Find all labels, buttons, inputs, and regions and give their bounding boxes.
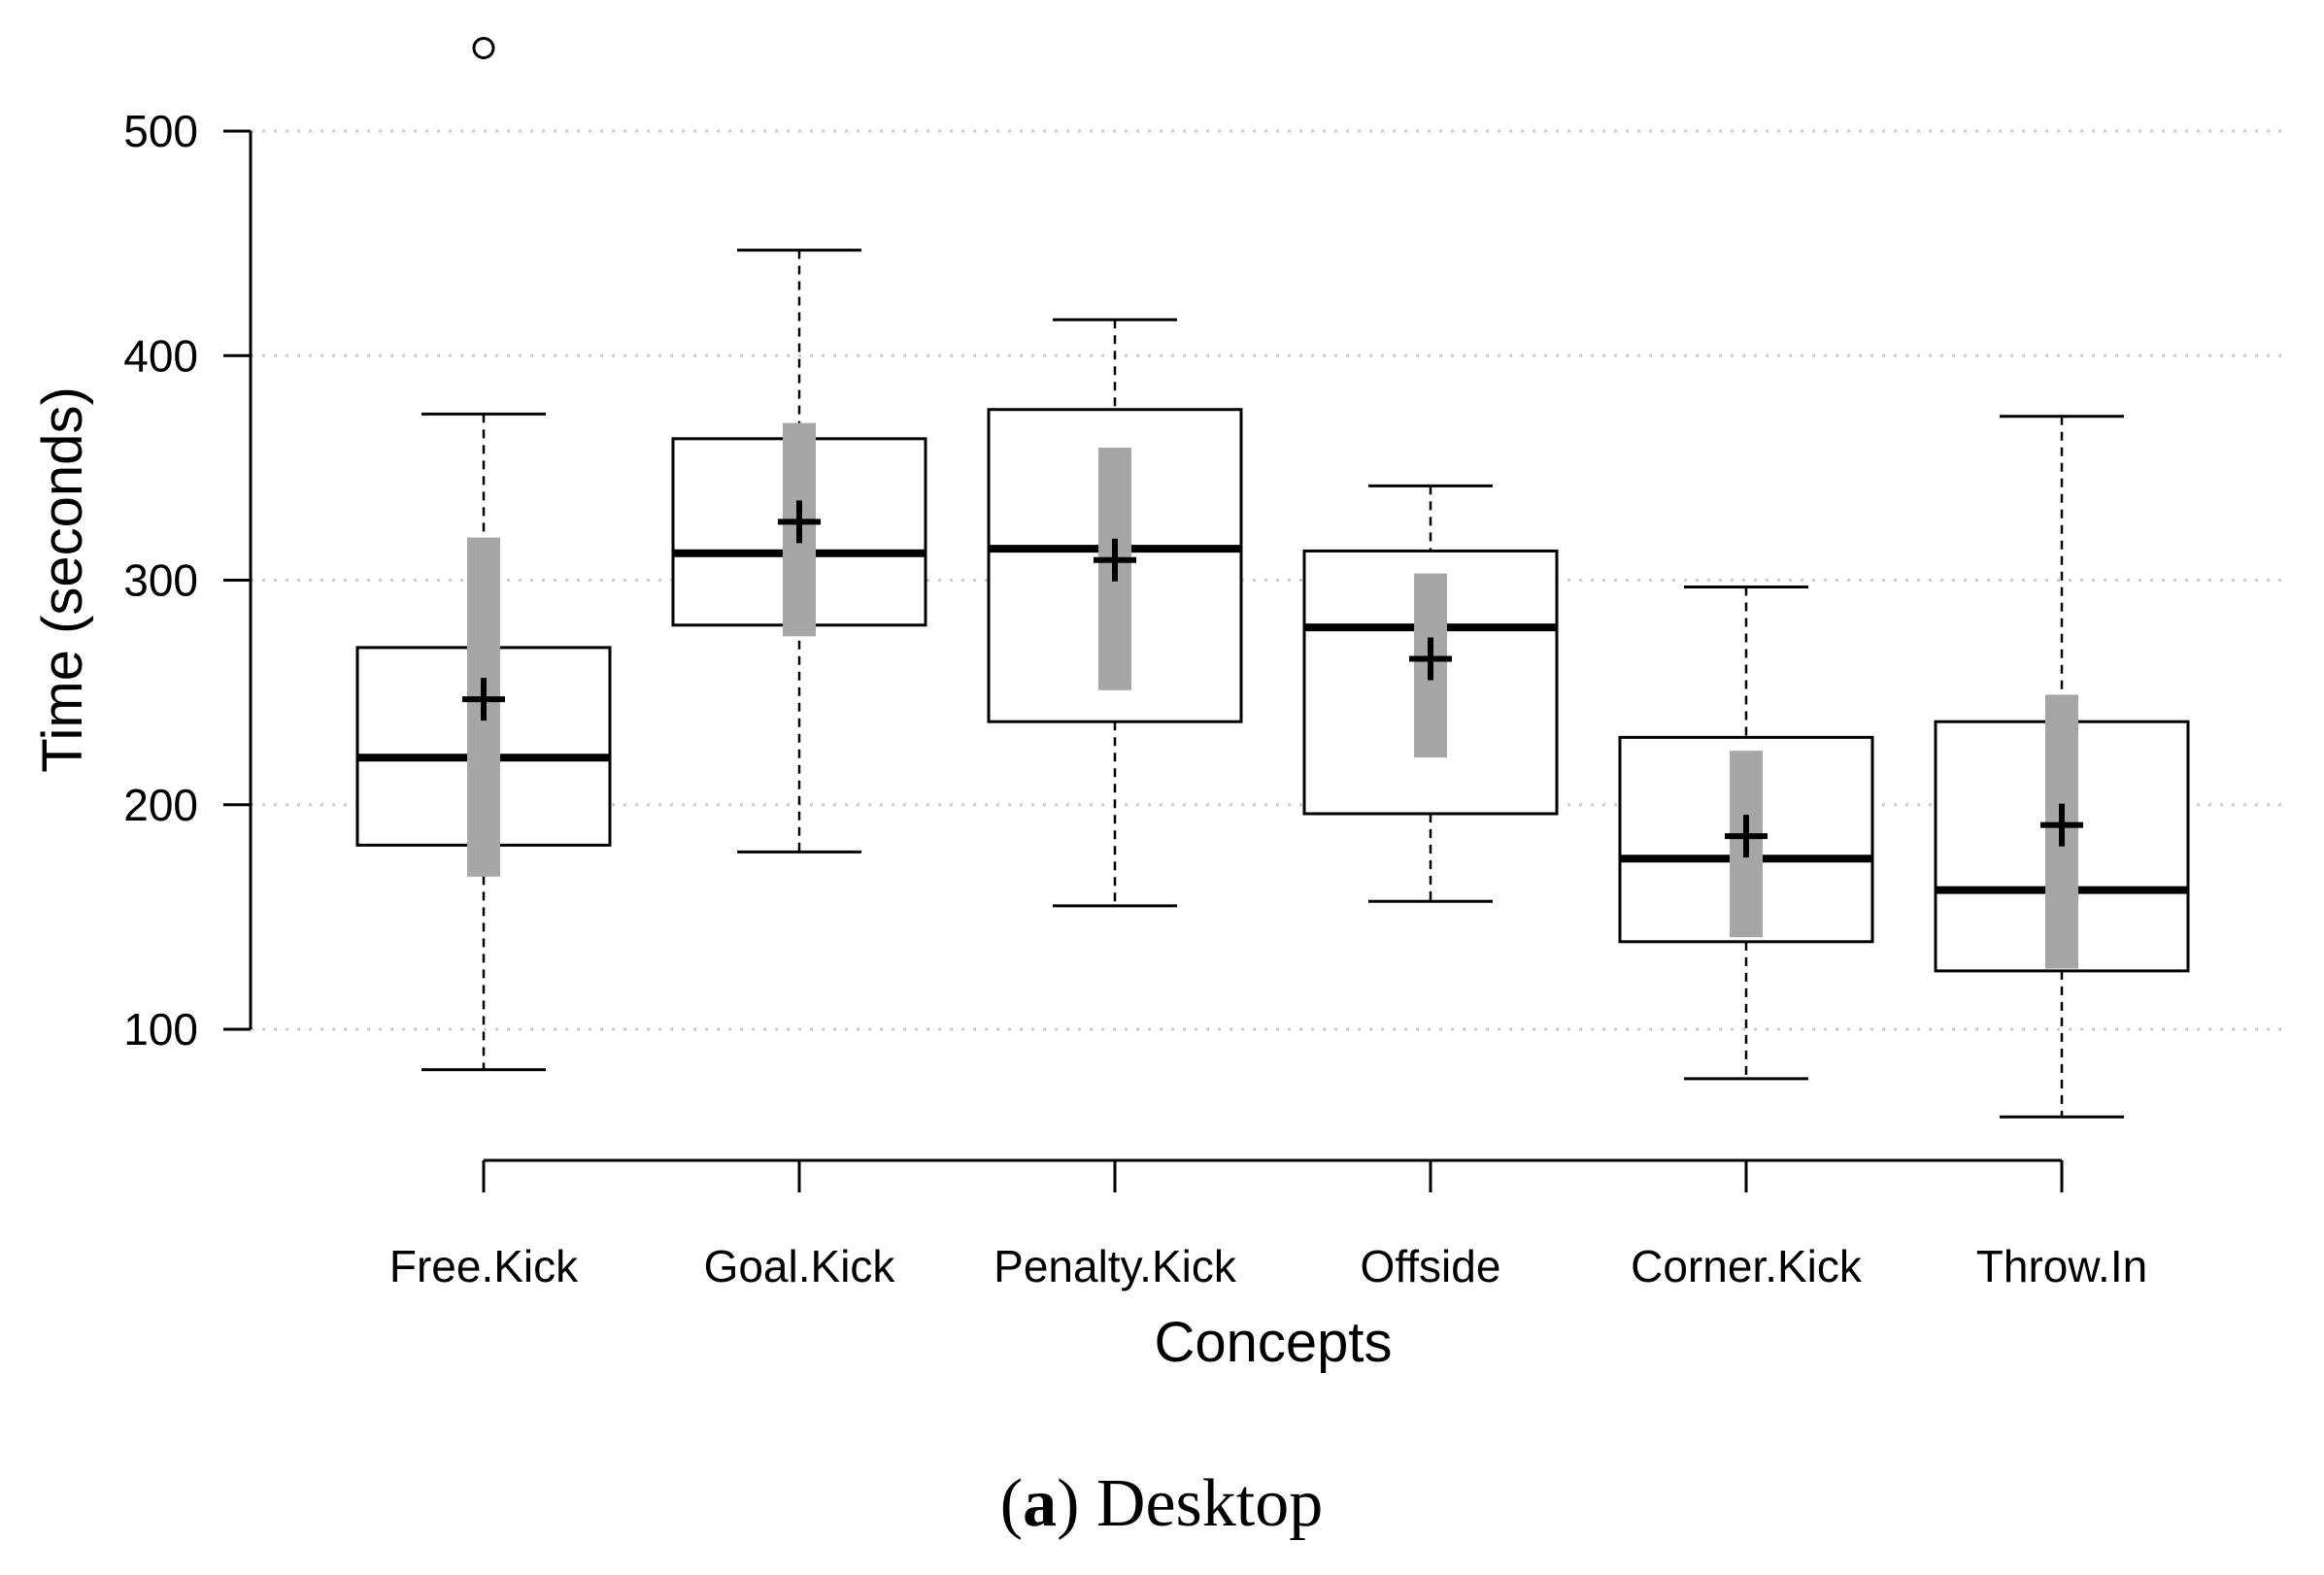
x-tick-label: Penalty.Kick xyxy=(994,1241,1237,1291)
figure-caption: (a) Desktop xyxy=(1000,1466,1323,1541)
caption-label: a xyxy=(1023,1466,1057,1541)
y-tick-label: 300 xyxy=(123,555,198,606)
boxes xyxy=(355,36,2190,1119)
x-tick-label: Goal.Kick xyxy=(704,1241,896,1291)
outlier-point xyxy=(472,36,495,59)
y-tick-label: 100 xyxy=(123,1004,198,1055)
box-corner-kick xyxy=(1618,585,1874,1081)
box-offside xyxy=(1302,484,1559,903)
x-tick-label: Offside xyxy=(1361,1241,1501,1291)
x-axis-title: Concepts xyxy=(1154,1311,1392,1374)
y-axis: 100 200 300 400 500 xyxy=(123,106,253,1055)
y-tick-label: 500 xyxy=(123,106,198,156)
box-throw-in xyxy=(1934,415,2190,1119)
x-tick-label: Free.Kick xyxy=(389,1241,579,1291)
x-tick-label: Corner.Kick xyxy=(1631,1241,1863,1291)
y-tick-label: 400 xyxy=(123,330,198,381)
box-goal-kick xyxy=(671,249,927,854)
y-axis-title: Time (seconds) xyxy=(31,386,94,773)
caption-text: Desktop xyxy=(1096,1466,1323,1541)
y-tick-label: 200 xyxy=(123,780,198,830)
x-tick-label: Throw.In xyxy=(1976,1241,2147,1291)
box-penalty-kick xyxy=(987,318,1243,908)
x-axis: Free.Kick Goal.Kick Penalty.Kick Offside Cor… xyxy=(389,1158,2147,1291)
box-free-kick xyxy=(355,36,612,1072)
